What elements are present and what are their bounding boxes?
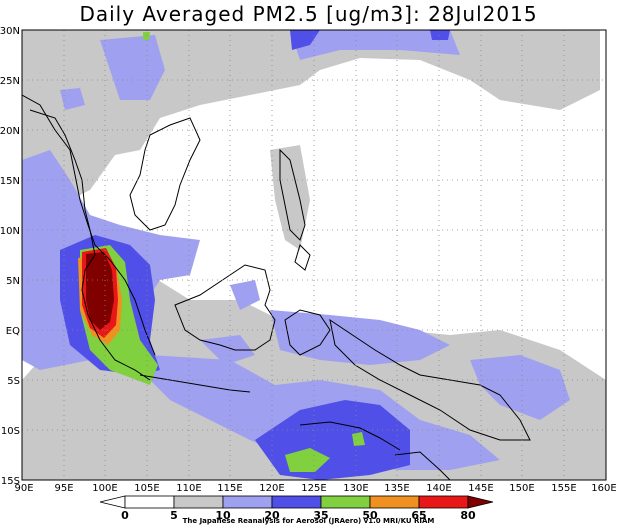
lon-label: 95E [54, 483, 73, 494]
lon-label: 105E [134, 483, 159, 494]
colorbar-segment [320, 495, 371, 509]
pm25-band-10-20-ng [470, 355, 570, 420]
lat-label: 15S [1, 476, 20, 487]
pm25-band-5-10 [22, 30, 600, 230]
pm25-band-10-20-sea [60, 88, 85, 110]
pm25-band-35-50-s2 [352, 432, 365, 446]
lon-label: 115E [217, 483, 242, 494]
lat-label: 5N [6, 276, 20, 287]
lon-label: 160E [591, 483, 616, 494]
map-frame [21, 29, 607, 481]
lon-label: 120E [259, 483, 284, 494]
lat-label: 15N [0, 176, 20, 187]
lon-label: 90E [14, 483, 33, 494]
colorbar-label: 35 [313, 509, 328, 522]
lat-labels: 30N 25N 20N 15N 10N 5N EQ 5S 10S 15S [0, 26, 20, 487]
lat-label: 30N [0, 26, 20, 37]
colorbar-arrow-left [99, 495, 126, 509]
lon-label: 125E [301, 483, 326, 494]
lon-label: 135E [384, 483, 409, 494]
lat-label: EQ [6, 326, 20, 337]
map-title: Daily Averaged PM2.5 [ug/m3]: 28Jul2015 [79, 2, 538, 26]
pm25-band-20-35-ne2 [430, 30, 450, 40]
pm25-band-10-20-bor2 [200, 335, 255, 365]
pm25-band-35-50-south [285, 448, 330, 472]
pm25-band-10-20-east [270, 310, 450, 365]
pm25-contours [22, 30, 606, 480]
colorbar-segment [418, 495, 469, 509]
colorbar-segment [222, 495, 273, 509]
pm25-band-80-plus [86, 252, 114, 330]
colorbar-label: 80 [460, 509, 476, 522]
lon-label: 110E [176, 483, 201, 494]
lon-label: 145E [468, 483, 493, 494]
pm25-band-10-20 [100, 35, 165, 100]
pm25-band-10-20-ne [290, 30, 460, 60]
pm25-band-5-10-south [22, 275, 606, 480]
grid-lines [22, 30, 606, 480]
lon-label: 130E [343, 483, 368, 494]
credit-text: The Japanese Reanalysis for Aerosol (JRA… [182, 517, 435, 525]
pm25-band-35-50-n [143, 32, 150, 40]
lat-label: 20N [0, 126, 20, 137]
colorbar-label: 20 [264, 509, 280, 522]
colorbar-segment [173, 495, 224, 509]
colorbar-label: 10 [215, 509, 231, 522]
colorbar-label: 5 [170, 509, 178, 522]
colorbar-arrow-right [467, 495, 494, 509]
lat-label: 10N [0, 226, 20, 237]
colorbar-segment [271, 495, 322, 509]
colorbar-segment [124, 495, 175, 509]
colorbar-label: 0 [121, 509, 129, 522]
lon-label: 100E [92, 483, 117, 494]
pm25-band-10-20-bor [230, 280, 260, 310]
lon-labels: 90E 95E 100E 105E 110E 115E 120E 125E 13… [14, 483, 616, 494]
lat-label: 10S [1, 426, 20, 437]
colorbar-segment [369, 495, 420, 509]
colorbar: 0 5 10 20 35 50 65 80 [99, 495, 494, 522]
lon-label: 140E [426, 483, 451, 494]
colorbar-label: 50 [362, 509, 378, 522]
lon-label: 150E [509, 483, 534, 494]
lon-label: 155E [551, 483, 576, 494]
pm25-band-20-35-ne [290, 30, 320, 50]
colorbar-label: 65 [411, 509, 426, 522]
lat-label: 5S [7, 376, 20, 387]
coastlines [22, 94, 531, 480]
lat-label: 25N [0, 76, 20, 87]
